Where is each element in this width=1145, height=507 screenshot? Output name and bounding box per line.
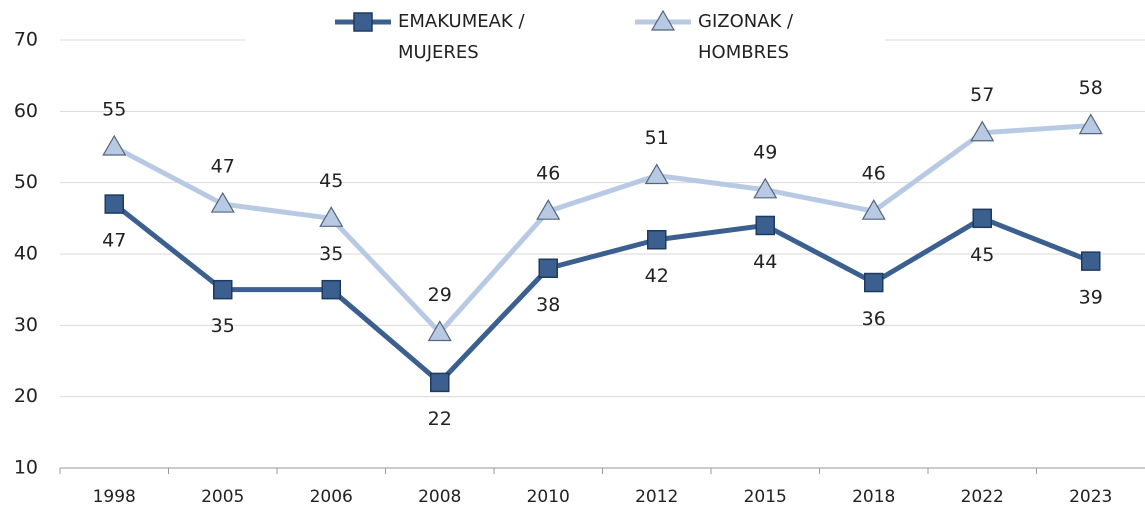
marker [650,9,676,31]
marker [864,272,884,293]
marker [970,120,995,142]
marker [210,191,235,213]
data-label: 45 [970,244,994,266]
marker [1081,251,1101,271]
marker [536,199,561,220]
marker [104,194,124,214]
legend: EMAKUMEAK / MUJERES GIZONAK / HOMBRES [335,9,794,63]
x-tick-label: 2022 [961,487,1004,507]
y-tick-label: 40 [14,243,38,265]
marker [972,208,992,229]
legend-background [245,0,885,75]
data-label: 47 [102,230,126,252]
series-line [112,202,1092,385]
series-line [113,123,1091,335]
marker [427,320,452,342]
data-label: 22 [428,408,452,430]
data-label: 45 [319,170,343,192]
x-tick-label: 2010 [527,487,570,507]
x-tick-label: 2005 [201,487,244,507]
data-label: 44 [753,251,777,273]
x-tick-label: 2008 [418,487,461,507]
data-label: 35 [211,315,235,337]
data-label: 46 [862,163,886,185]
marker [861,199,886,220]
y-tick-label: 60 [14,100,38,122]
data-label: 51 [645,127,669,149]
marker [321,279,341,300]
data-label: 39 [1079,287,1103,309]
y-tick-label: 10 [14,457,38,479]
legend-label: GIZONAK / HOMBRES [698,11,794,63]
data-label: 35 [319,243,343,265]
marker [353,12,373,32]
marker [753,177,778,199]
x-tick-label: 2018 [852,487,895,507]
x-tick-label: 2006 [310,487,353,507]
marker [213,279,233,300]
y-tick-label: 50 [14,171,38,193]
data-label: 57 [970,84,994,106]
data-label: 42 [645,265,669,287]
data-label: 46 [536,163,560,185]
legend-label: EMAKUMEAK / MUJERES [398,11,525,63]
y-tick-label: 70 [14,29,38,51]
y-tick-label: 20 [14,385,38,407]
marker [319,206,344,227]
data-label: 47 [211,156,235,178]
data-label: 55 [102,99,126,121]
data-label: 36 [862,308,886,330]
marker [647,229,667,250]
marker [1078,113,1103,135]
x-tick-label: 2023 [1069,487,1112,507]
data-label: 29 [428,284,452,306]
x-tick-label: 1998 [93,487,136,507]
y-tick-label: 30 [14,314,38,336]
marker [430,372,450,393]
x-tick-label: 2015 [744,487,787,507]
plot [60,39,1145,469]
marker [102,134,127,156]
data-label: 58 [1079,77,1103,99]
x-tick-label: 2012 [635,487,678,507]
data-label: 38 [536,294,560,316]
marker [538,258,558,279]
marker [644,163,669,185]
marker [755,215,775,236]
data-label: 49 [753,141,777,163]
